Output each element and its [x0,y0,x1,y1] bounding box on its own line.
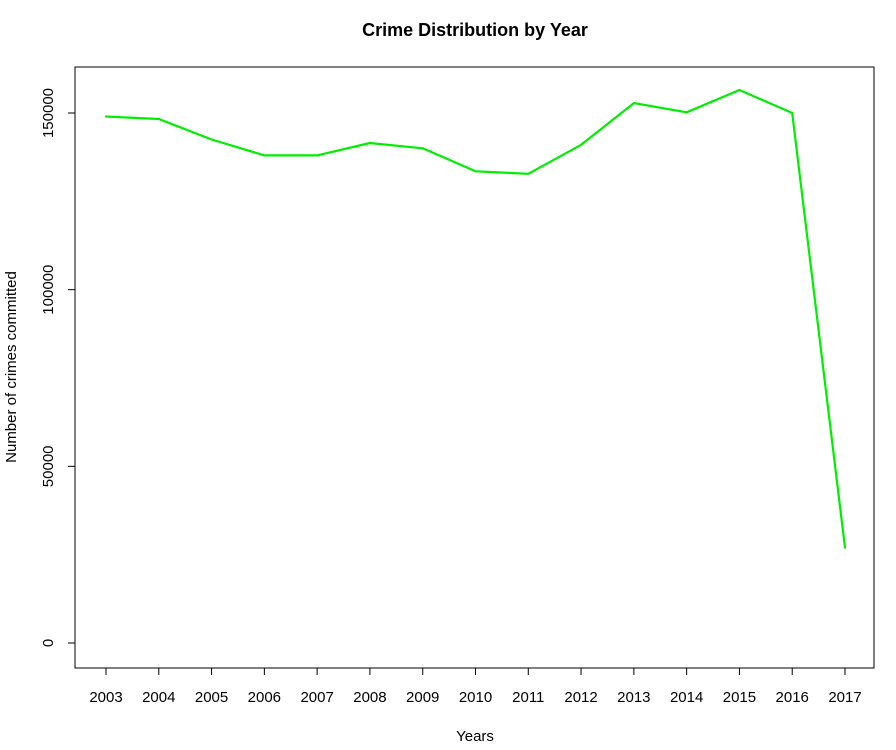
x-tick-label: 2015 [723,689,756,706]
data-point [685,111,688,114]
data-point [527,172,530,175]
data-point [738,88,741,92]
data-point [843,546,847,549]
y-tick-label: 150000 [40,88,57,138]
data-point [368,141,372,145]
series-line [105,88,847,548]
data-point [632,102,635,105]
data-point [263,154,266,157]
x-tick-label: 2009 [406,689,439,706]
x-tick-label: 2004 [142,689,175,706]
x-tick-label: 2011 [512,689,544,706]
chart-title: Crime Distribution by Year [362,20,588,40]
y-tick-label: 50000 [40,445,57,487]
data-point [579,143,583,146]
x-tick-label: 2003 [89,689,122,706]
x-tick-label: 2007 [300,689,333,706]
x-axis: 2003 2004 2005 2006 2007 2008 2009 2010 2011 2012… [89,667,862,706]
x-axis-label: Years [456,728,494,745]
y-tick-label: 100000 [40,265,57,315]
x-tick-label: 2008 [353,689,386,706]
y-axis: 0 50000 100000 150000 [40,88,76,647]
y-axis-label: Number of crimes committed [3,271,20,463]
x-tick-label: 2006 [248,689,281,706]
plot-area-frame [74,66,875,669]
x-tick-label: 2013 [617,689,650,706]
series-layer [104,88,847,549]
data-point [791,111,794,115]
data-point [210,138,213,141]
x-tick-label: 2014 [670,689,703,706]
x-tick-label: 2016 [776,689,809,706]
data-point [421,147,424,150]
x-tick-label: 2017 [828,689,861,706]
data-point [316,154,319,157]
x-tick-label: 2010 [459,689,492,706]
data-point [157,117,160,121]
y-tick-label: 0 [40,639,57,647]
x-tick-label: 2012 [564,689,597,706]
data-point [104,115,108,118]
x-tick-label: 2005 [195,689,228,706]
data-point [474,170,477,173]
